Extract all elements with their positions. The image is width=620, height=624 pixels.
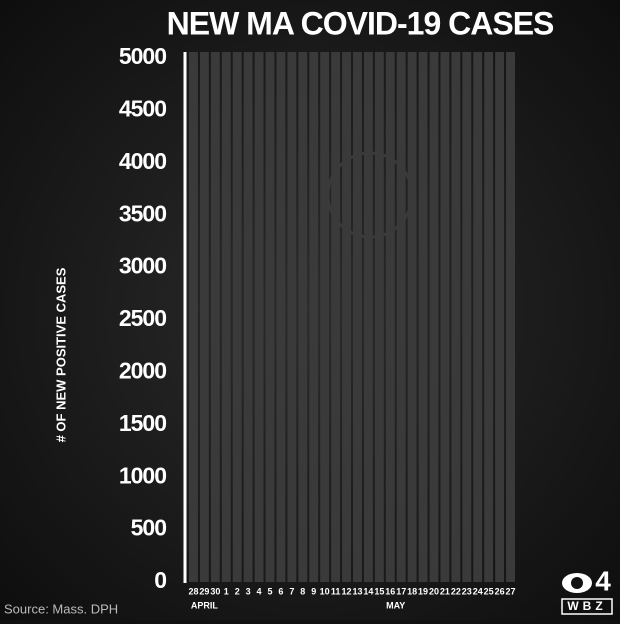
month-label: APRIL: [191, 600, 219, 610]
x-tick-label: 4: [257, 586, 262, 596]
logo: 4 WBZ: [561, 565, 613, 615]
x-tick-label: 12: [342, 586, 352, 596]
x-tick-label: 10: [320, 586, 330, 596]
column-band: [407, 52, 417, 582]
column-band: [429, 52, 439, 582]
logo-number: 4: [595, 565, 611, 596]
column-band: [210, 52, 220, 582]
column-band: [484, 52, 494, 582]
x-tick-label: 28: [188, 586, 198, 596]
x-tick-label: 9: [311, 586, 316, 596]
x-tick-label: 2: [235, 586, 240, 596]
y-tick-label: 500: [131, 515, 167, 541]
x-tick-label: 14: [363, 586, 373, 596]
y-tick-label: 4500: [119, 95, 166, 121]
x-tick-label: 25: [484, 586, 494, 596]
column-band: [462, 52, 472, 582]
column-band: [309, 52, 319, 582]
month-label: MAY: [386, 600, 405, 610]
column-band: [298, 52, 308, 582]
x-tick-label: 18: [407, 586, 417, 596]
column-band: [473, 52, 483, 582]
column-band: [320, 52, 330, 582]
column-band: [254, 52, 264, 582]
x-tick-label: 13: [352, 586, 362, 596]
x-tick-label: 19: [418, 586, 428, 596]
column-band: [331, 52, 341, 582]
x-tick-label: 29: [199, 586, 209, 596]
column-band: [221, 52, 231, 582]
column-band: [506, 52, 515, 582]
column-band: [243, 52, 253, 582]
x-tick-label: 3: [246, 586, 251, 596]
column-band: [396, 52, 406, 582]
column-band: [199, 52, 209, 582]
column-band: [451, 52, 461, 582]
logo-pupil: [571, 577, 583, 589]
x-tick-label: 15: [374, 586, 384, 596]
x-tick-label: 8: [300, 586, 305, 596]
x-tick-label: 6: [278, 586, 283, 596]
x-tick-label: 30: [210, 586, 220, 596]
column-band: [265, 52, 275, 582]
x-tick-label: 17: [396, 586, 406, 596]
source: Source: Mass. DPH: [4, 601, 118, 616]
y-tick-label: 2500: [119, 305, 166, 331]
column-band: [363, 52, 373, 582]
column-band: [495, 52, 505, 582]
column-band: [353, 52, 362, 582]
x-tick-label: 5: [267, 586, 272, 596]
column-band: [189, 52, 198, 582]
x-tick-label: 26: [495, 586, 505, 596]
y-tick-label: 3500: [119, 200, 166, 226]
x-tick-label: 23: [462, 586, 472, 596]
logo-text: WBZ: [567, 599, 606, 613]
y-tick-label: 5000: [119, 43, 166, 69]
column-band: [342, 52, 351, 582]
column-band: [440, 52, 450, 582]
x-tick-label: 7: [289, 586, 294, 596]
x-tick-label: 22: [451, 586, 461, 596]
y-tick-label: 2000: [119, 357, 166, 383]
y-tick-label: 1000: [119, 462, 166, 488]
x-tick-label: 11: [331, 586, 341, 596]
column-band: [418, 52, 428, 582]
y-tick-label: 0: [154, 567, 166, 593]
column-band: [385, 52, 395, 582]
x-tick-label: 24: [473, 586, 483, 596]
logo-box: [561, 598, 613, 615]
column-band: [374, 52, 384, 582]
x-tick-label: 1: [224, 586, 229, 596]
y-axis-label: # OF NEW POSITIVE CASES: [53, 267, 68, 442]
x-tick-label: 20: [429, 586, 439, 596]
chart-title: NEW MA COVID-19 CASES: [167, 5, 554, 41]
y-tick-label: 1500: [119, 410, 166, 436]
y-tick-label: 3000: [119, 253, 166, 279]
column-band: [232, 52, 242, 582]
column-band: [287, 52, 297, 582]
x-tick-label: 16: [385, 586, 395, 596]
x-tick-label: 21: [440, 586, 450, 596]
x-tick-label: 27: [506, 586, 516, 596]
y-tick-label: 4000: [119, 148, 166, 174]
column-band: [276, 52, 286, 582]
